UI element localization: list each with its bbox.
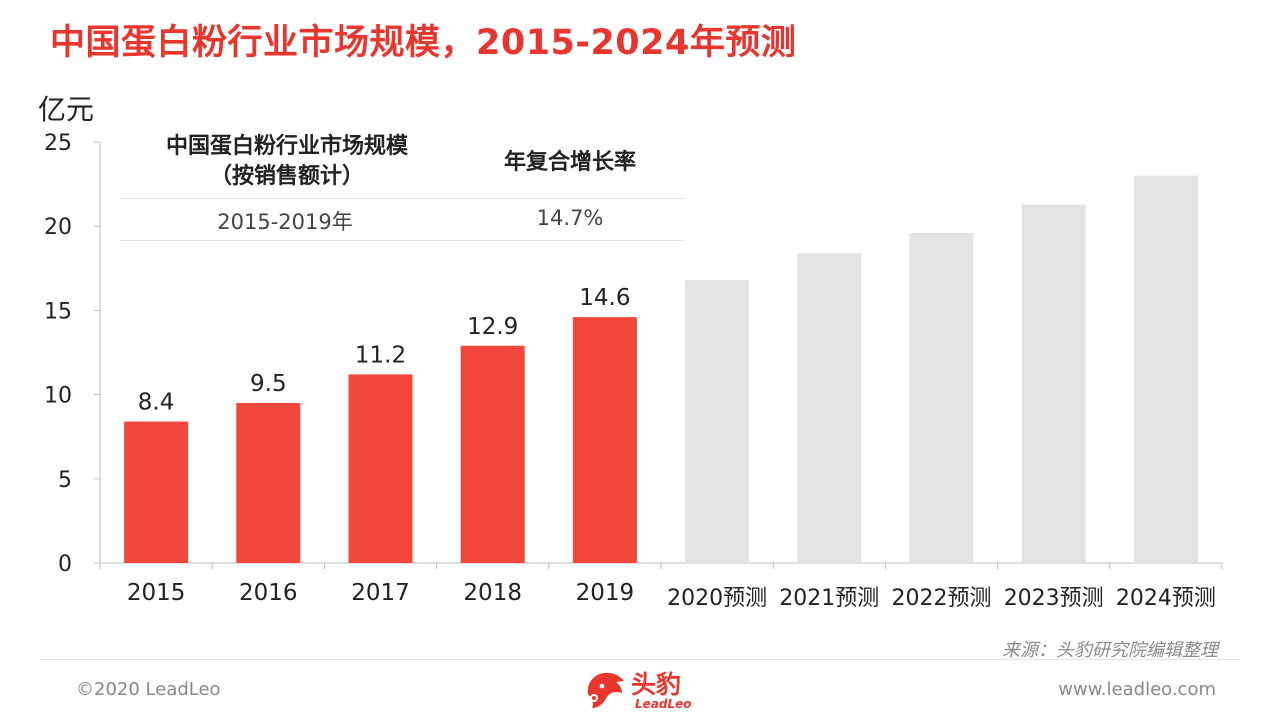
table-header-market-size: 中国蛋白粉行业市场规模 （按销售额计） (122, 132, 452, 192)
bar-value-label: 12.9 (467, 314, 518, 340)
page-title: 中国蛋白粉行业市场规模，2015-2024年预测 (50, 23, 797, 63)
forecast-bar (685, 280, 750, 563)
bar (348, 374, 413, 563)
logo-subtext: LeadLeo (635, 697, 692, 711)
footer-divider (40, 659, 1240, 660)
forecast-bar (909, 232, 974, 563)
forecast-bar (1133, 175, 1198, 563)
table-cell-period: 2015-2019年 (217, 210, 353, 234)
leopard-logo-icon (587, 672, 624, 708)
copyright-text: ©2020 LeadLeo (76, 679, 221, 700)
y-tick-label: 10 (44, 384, 72, 409)
x-category-label: 2023预测 (1004, 586, 1104, 611)
leadleo-logo: 头豹 LeadLeo (580, 664, 710, 718)
y-tick-label: 15 (44, 299, 72, 324)
x-category-label: 2015 (127, 580, 186, 606)
x-category-label: 2022预测 (892, 586, 992, 611)
x-category-label: 2024预测 (1116, 586, 1216, 611)
y-tick-label: 20 (44, 215, 72, 240)
x-category-label: 2020预测 (667, 586, 767, 611)
x-category-label: 2016 (239, 580, 298, 606)
y-axis-unit-label: 亿元 (38, 93, 95, 126)
table-header-cagr: 年复合增长率 (503, 150, 636, 175)
table-cell-cagr: 14.7% (536, 206, 604, 230)
bar-value-label: 8.4 (138, 390, 175, 416)
x-category-label: 2019 (576, 580, 635, 606)
table-divider-top (120, 198, 685, 199)
source-note: 来源：头豹研究院编辑整理 (1002, 640, 1218, 661)
x-category-label: 2018 (463, 580, 522, 606)
y-tick-label: 25 (44, 131, 72, 156)
bar-value-label: 9.5 (250, 371, 287, 397)
x-category-label: 2021预测 (779, 586, 879, 611)
table-header-market-size-line1: 中国蛋白粉行业市场规模 (165, 134, 408, 159)
forecast-bar (797, 253, 862, 564)
website-link[interactable]: www.leadleo.com (1058, 679, 1216, 700)
forecast-bar (1021, 204, 1086, 564)
bar (460, 345, 525, 563)
bar (236, 403, 301, 563)
logo-text: 头豹 (631, 670, 682, 699)
bar (572, 317, 637, 563)
x-category-label: 2017 (351, 580, 410, 606)
table-header-market-size-line2: （按销售额计） (209, 164, 364, 189)
bar-value-label: 14.6 (579, 285, 630, 311)
bar-value-label: 11.2 (355, 342, 406, 368)
bar (124, 421, 189, 563)
table-divider-bottom (120, 240, 685, 241)
y-tick-label: 5 (58, 468, 72, 493)
y-tick-label: 0 (58, 552, 72, 577)
